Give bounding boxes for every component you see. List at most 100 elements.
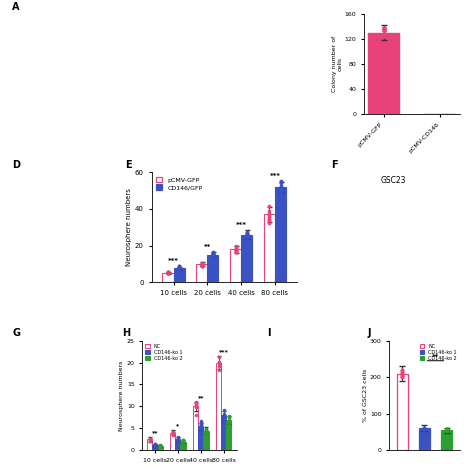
Point <box>232 245 239 253</box>
Point <box>198 261 206 269</box>
Point <box>156 441 164 449</box>
Point <box>421 425 428 432</box>
Bar <box>227 419 231 450</box>
Point <box>215 359 223 367</box>
Text: G: G <box>12 328 20 338</box>
Point <box>198 263 206 270</box>
Bar <box>153 445 157 450</box>
Point <box>225 412 233 420</box>
Point <box>209 251 217 259</box>
Point <box>421 425 428 432</box>
Point <box>175 264 183 272</box>
Point <box>175 266 183 274</box>
Point <box>164 268 172 275</box>
Point <box>209 251 217 258</box>
Point <box>265 210 273 217</box>
Bar <box>193 406 199 450</box>
Bar <box>199 426 203 450</box>
Point <box>277 177 284 185</box>
Point <box>220 413 228 420</box>
Point <box>164 268 172 276</box>
Point <box>164 269 172 276</box>
Point <box>151 442 159 449</box>
Point <box>192 399 200 406</box>
Point <box>175 265 183 273</box>
Point <box>175 264 183 272</box>
Text: **: ** <box>152 430 158 436</box>
Text: ***: *** <box>219 349 229 354</box>
Point <box>243 231 250 239</box>
Point <box>220 416 228 423</box>
Point <box>169 429 177 437</box>
Text: H: H <box>122 328 130 338</box>
Point <box>179 438 187 446</box>
Point <box>399 366 406 374</box>
Point <box>380 32 387 40</box>
Point <box>192 403 200 410</box>
Text: J: J <box>368 328 372 338</box>
Point <box>197 420 205 428</box>
Point <box>174 437 182 445</box>
Point <box>243 236 250 244</box>
Point <box>169 430 177 438</box>
Point <box>169 431 177 438</box>
Point <box>174 433 182 441</box>
Legend: pCMV-GFP, CD146/GFP: pCMV-GFP, CD146/GFP <box>155 175 204 191</box>
Bar <box>163 273 173 282</box>
Point <box>156 443 164 451</box>
Point <box>277 184 284 192</box>
Point <box>243 232 250 240</box>
Legend: NC, CD146-ko 1, CD146-ko 2: NC, CD146-ko 1, CD146-ko 2 <box>419 343 457 362</box>
Point <box>197 427 205 435</box>
Point <box>146 437 154 444</box>
Point <box>399 368 406 376</box>
Point <box>164 269 172 277</box>
Point <box>174 436 182 443</box>
Point <box>243 230 250 237</box>
Point <box>380 27 387 34</box>
Point <box>164 270 172 277</box>
Point <box>277 191 284 199</box>
Point <box>209 253 217 260</box>
Point <box>220 417 228 424</box>
Point <box>265 210 273 218</box>
Point <box>225 413 233 420</box>
Point <box>277 182 284 190</box>
Point <box>198 262 206 270</box>
Point <box>243 228 250 236</box>
Point <box>151 442 159 449</box>
Point <box>265 202 273 210</box>
Point <box>151 442 159 449</box>
Point <box>225 417 233 425</box>
Point <box>443 427 450 434</box>
Point <box>215 360 223 367</box>
Point <box>179 437 187 444</box>
Point <box>174 437 182 444</box>
Point <box>151 441 159 448</box>
Point <box>164 268 172 275</box>
Point <box>232 249 239 256</box>
Point <box>179 438 187 446</box>
Point <box>277 179 284 186</box>
Point <box>146 435 154 443</box>
Point <box>232 245 239 253</box>
Point <box>151 441 159 449</box>
Point <box>380 31 387 38</box>
Point <box>202 425 210 433</box>
Bar <box>175 439 181 450</box>
Point <box>220 410 228 418</box>
Point <box>243 234 250 241</box>
Point <box>380 31 387 38</box>
Point <box>232 246 239 254</box>
Point <box>146 438 154 445</box>
Point <box>277 190 284 198</box>
Point <box>209 250 217 257</box>
Bar <box>230 249 241 282</box>
Point <box>225 419 233 427</box>
Text: GSC23: GSC23 <box>381 176 406 185</box>
Legend: NC, CD146-ko 1, CD146-ko 2: NC, CD146-ko 1, CD146-ko 2 <box>145 343 182 362</box>
Point <box>243 231 250 239</box>
Point <box>220 411 228 419</box>
Point <box>192 400 200 407</box>
Bar <box>264 214 275 282</box>
